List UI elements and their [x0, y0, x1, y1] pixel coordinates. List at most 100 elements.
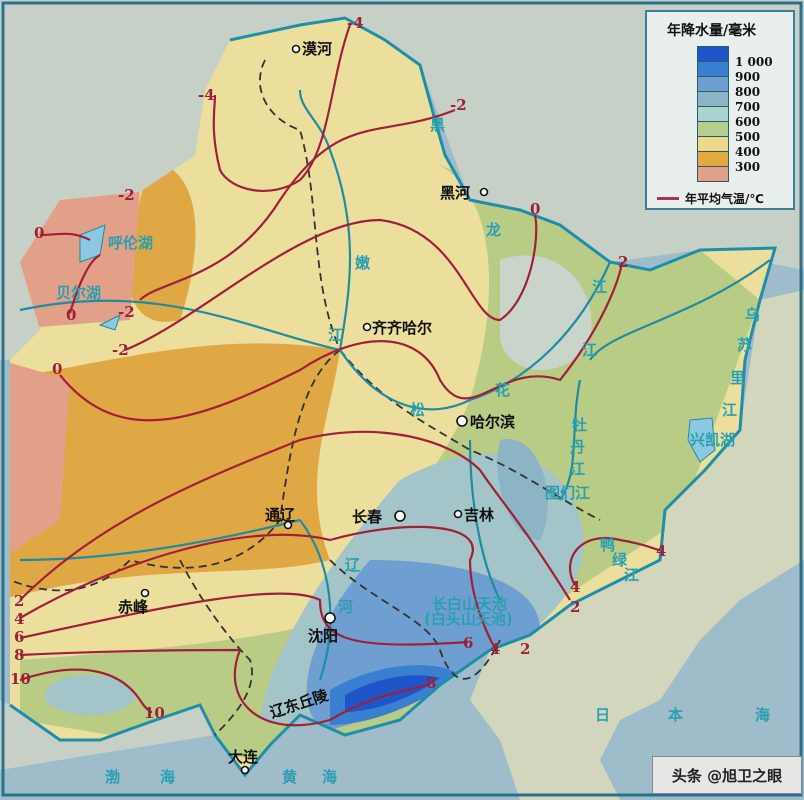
- sea-label: 本: [668, 706, 683, 724]
- city-jilin: 吉林: [464, 506, 495, 524]
- legend-swatch: [698, 137, 728, 152]
- legend-swatch: [698, 77, 728, 92]
- legend-tick-label: 400: [735, 145, 761, 159]
- isotherm-label: -4: [347, 14, 364, 32]
- isotherm-label: 0: [530, 200, 540, 218]
- legend-swatch: [698, 152, 728, 167]
- river-label: 河: [338, 598, 353, 616]
- legend-swatch: [698, 92, 728, 107]
- xingkai-lake-label: 兴凯湖: [690, 431, 735, 449]
- mudan-river: [559, 379, 582, 501]
- isotherm-label: 0: [66, 306, 76, 324]
- isotherm-label: 2: [570, 598, 580, 616]
- watermark: 头条 @旭卫之眼: [652, 756, 802, 794]
- sea-label: 日: [595, 706, 610, 724]
- isotherm-label: 4: [14, 610, 24, 628]
- national-border-rivers: [9, 16, 778, 778]
- city-tongliao: 通辽: [265, 506, 295, 524]
- isotherm-label: 6: [463, 634, 473, 652]
- city-shenyang: 沈阳: [308, 627, 338, 645]
- xingkai-lake: [687, 417, 716, 463]
- hebei-land: [0, 700, 215, 770]
- legend-swatch: [698, 62, 728, 77]
- legend-swatch: [698, 122, 728, 137]
- legend: 年降水量/毫米 1 000 900 800 700 600 500 400 300 年平均气温…: [645, 10, 795, 210]
- legend-isotherm: 年平均气温/℃: [657, 190, 764, 207]
- city-dalian: 大连: [228, 748, 259, 766]
- isotherm-line-swatch: [657, 197, 679, 200]
- isotherm-label: 2: [14, 592, 24, 610]
- river-label: 牡: [572, 416, 587, 434]
- isotherm-label: -4: [198, 86, 215, 104]
- river-label: 丹: [570, 438, 585, 456]
- city-qiqihar: 齐齐哈尔: [372, 319, 432, 337]
- isotherm-label: 2: [520, 640, 530, 658]
- legend-swatch: [698, 167, 728, 181]
- sea-label: 海: [322, 768, 337, 786]
- tumen-river-label: 图们江: [545, 484, 590, 502]
- river-label: 江: [328, 326, 343, 344]
- provincial-borders: [9, 59, 601, 736]
- zone-700-changbai: [497, 439, 548, 540]
- isotherm-lines: [19, 24, 661, 727]
- river-label: 乌: [745, 306, 760, 324]
- isotherm-label: 8: [14, 646, 24, 664]
- river-label: 龙: [485, 221, 501, 239]
- river-label: 江: [582, 341, 597, 359]
- sea-label: 海: [755, 706, 770, 724]
- sea-label: 黄: [282, 768, 297, 786]
- isotherm-label: 4: [570, 578, 580, 596]
- isotherm-labels: -4 -4 -2 -2 -2 -2 0 0 0 0 2 2 2 2 4 4 4 …: [10, 14, 666, 722]
- legend-tick-label: 700: [735, 100, 761, 114]
- city-harbin: 哈尔滨: [470, 413, 515, 431]
- water-labels: 呼伦湖 贝尔湖 兴凯湖 黑 龙 江 嫩 江 松 花 江 乌 苏 里 江 牡 丹 …: [56, 116, 770, 786]
- isotherm-label: 0: [34, 224, 44, 242]
- legend-tick-label: 900: [735, 70, 761, 84]
- legend-ticks: 1 000 900 800 700 600 500 400 300: [735, 55, 773, 175]
- wusuli-river: [589, 259, 771, 361]
- zone-600-chengde: [45, 675, 135, 715]
- sea-label: 渤: [105, 768, 120, 786]
- isotherm-label: 4: [656, 542, 666, 560]
- isotherm-label: 8: [426, 674, 436, 692]
- river-label: 黑: [430, 116, 445, 134]
- isotherm-label: 10: [10, 670, 31, 688]
- russia-mongolia-land: [0, 0, 804, 360]
- city-changchun: 长春: [352, 508, 382, 526]
- legend-tick-label: 600: [735, 115, 761, 129]
- isotherm-label: -2: [450, 96, 467, 114]
- river-label: 松: [410, 401, 425, 419]
- legend-isotherm-label: 年平均气温/℃: [685, 192, 764, 206]
- legend-tick-label: 1 000: [735, 55, 773, 69]
- isotherm-label: -2: [118, 186, 135, 204]
- legend-swatches: [697, 46, 729, 182]
- zone-under-300-west: [10, 360, 70, 560]
- city-chifeng: 赤峰: [118, 598, 149, 616]
- legend-tick-label: 300: [735, 160, 761, 174]
- legend-swatch: [698, 107, 728, 122]
- legend-title: 年降水量/毫米: [667, 23, 757, 39]
- legend-tick-label: 800: [735, 85, 761, 99]
- buir-lake: [98, 314, 121, 331]
- tianchi-alt-label: (白头山天池): [424, 610, 513, 628]
- isotherm-label: 4: [490, 640, 500, 658]
- buir-lake-label: 贝尔湖: [56, 284, 101, 302]
- river-label: 辽: [345, 556, 360, 574]
- legend-swatch: [698, 47, 728, 62]
- city-markers: [140, 44, 489, 775]
- nenjiang-river: [298, 89, 352, 351]
- river-label: 花: [495, 381, 510, 399]
- city-mohe: 漠河: [302, 40, 332, 58]
- isotherm-label: 10: [144, 704, 165, 722]
- xiliao-river: [19, 518, 301, 562]
- river-label: 苏: [737, 336, 752, 354]
- river-label: 鸭: [600, 536, 615, 554]
- isotherm-label: 0: [52, 360, 62, 378]
- river-label: 里: [730, 369, 745, 387]
- isotherm-label: 6: [14, 628, 24, 646]
- sea-label: 海: [160, 768, 175, 786]
- songhua-river: [339, 261, 612, 411]
- river-label: 江: [570, 460, 585, 478]
